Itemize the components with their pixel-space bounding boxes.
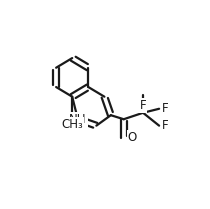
Text: CH₃: CH₃ <box>61 119 83 131</box>
Text: F: F <box>161 119 168 132</box>
Text: F: F <box>140 99 146 112</box>
Text: NH: NH <box>69 113 87 126</box>
Text: F: F <box>161 102 168 115</box>
Text: O: O <box>128 131 137 144</box>
